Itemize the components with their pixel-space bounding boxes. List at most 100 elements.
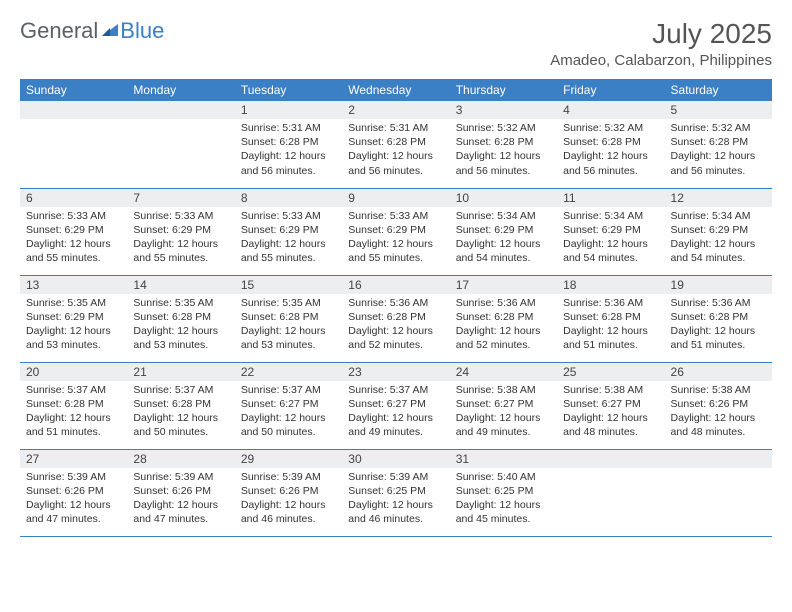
calendar-cell: [20, 101, 127, 188]
day-number: 17: [450, 276, 557, 294]
calendar-cell: 31Sunrise: 5:40 AMSunset: 6:25 PMDayligh…: [450, 449, 557, 536]
day-content: Sunrise: 5:33 AMSunset: 6:29 PMDaylight:…: [342, 207, 449, 270]
logo: General Blue: [20, 18, 164, 44]
sunrise-text: Sunrise: 5:34 AM: [456, 209, 551, 223]
calendar-cell: [557, 449, 664, 536]
daylight-text: Daylight: 12 hours and 46 minutes.: [348, 498, 443, 526]
day-content: Sunrise: 5:36 AMSunset: 6:28 PMDaylight:…: [342, 294, 449, 357]
sunset-text: Sunset: 6:28 PM: [563, 310, 658, 324]
day-number: 21: [127, 363, 234, 381]
weekday-header: Thursday: [450, 79, 557, 101]
calendar-cell: 6Sunrise: 5:33 AMSunset: 6:29 PMDaylight…: [20, 188, 127, 275]
logo-text-blue: Blue: [120, 18, 164, 44]
day-number: 30: [342, 450, 449, 468]
calendar-cell: 18Sunrise: 5:36 AMSunset: 6:28 PMDayligh…: [557, 275, 664, 362]
sunrise-text: Sunrise: 5:32 AM: [456, 121, 551, 135]
sunrise-text: Sunrise: 5:37 AM: [241, 383, 336, 397]
calendar-cell: 28Sunrise: 5:39 AMSunset: 6:26 PMDayligh…: [127, 449, 234, 536]
sunset-text: Sunset: 6:28 PM: [26, 397, 121, 411]
daylight-text: Daylight: 12 hours and 46 minutes.: [241, 498, 336, 526]
sunset-text: Sunset: 6:26 PM: [133, 484, 228, 498]
day-number: 10: [450, 189, 557, 207]
daylight-text: Daylight: 12 hours and 55 minutes.: [348, 237, 443, 265]
day-number: 22: [235, 363, 342, 381]
sunset-text: Sunset: 6:27 PM: [241, 397, 336, 411]
sunrise-text: Sunrise: 5:33 AM: [348, 209, 443, 223]
calendar-cell: 21Sunrise: 5:37 AMSunset: 6:28 PMDayligh…: [127, 362, 234, 449]
sunset-text: Sunset: 6:28 PM: [241, 310, 336, 324]
sunset-text: Sunset: 6:29 PM: [26, 310, 121, 324]
day-content: Sunrise: 5:34 AMSunset: 6:29 PMDaylight:…: [665, 207, 772, 270]
sunset-text: Sunset: 6:26 PM: [241, 484, 336, 498]
sunrise-text: Sunrise: 5:38 AM: [456, 383, 551, 397]
daylight-text: Daylight: 12 hours and 47 minutes.: [26, 498, 121, 526]
weekday-header: Sunday: [20, 79, 127, 101]
daylight-text: Daylight: 12 hours and 50 minutes.: [241, 411, 336, 439]
day-number: 2: [342, 101, 449, 119]
sunset-text: Sunset: 6:27 PM: [348, 397, 443, 411]
day-content: Sunrise: 5:36 AMSunset: 6:28 PMDaylight:…: [557, 294, 664, 357]
weekday-header: Wednesday: [342, 79, 449, 101]
day-number: 12: [665, 189, 772, 207]
day-number: 15: [235, 276, 342, 294]
calendar-cell: 14Sunrise: 5:35 AMSunset: 6:28 PMDayligh…: [127, 275, 234, 362]
daylight-text: Daylight: 12 hours and 54 minutes.: [671, 237, 766, 265]
sunset-text: Sunset: 6:29 PM: [133, 223, 228, 237]
sunset-text: Sunset: 6:26 PM: [26, 484, 121, 498]
day-number: 3: [450, 101, 557, 119]
day-content: Sunrise: 5:40 AMSunset: 6:25 PMDaylight:…: [450, 468, 557, 531]
daylight-text: Daylight: 12 hours and 49 minutes.: [456, 411, 551, 439]
daylight-text: Daylight: 12 hours and 51 minutes.: [563, 324, 658, 352]
daylight-text: Daylight: 12 hours and 56 minutes.: [563, 149, 658, 177]
daylight-text: Daylight: 12 hours and 54 minutes.: [456, 237, 551, 265]
calendar-cell: 13Sunrise: 5:35 AMSunset: 6:29 PMDayligh…: [20, 275, 127, 362]
calendar-cell: 19Sunrise: 5:36 AMSunset: 6:28 PMDayligh…: [665, 275, 772, 362]
day-number: 29: [235, 450, 342, 468]
sunrise-text: Sunrise: 5:32 AM: [563, 121, 658, 135]
day-content: Sunrise: 5:33 AMSunset: 6:29 PMDaylight:…: [127, 207, 234, 270]
day-content: Sunrise: 5:32 AMSunset: 6:28 PMDaylight:…: [450, 119, 557, 182]
calendar-cell: 9Sunrise: 5:33 AMSunset: 6:29 PMDaylight…: [342, 188, 449, 275]
daylight-text: Daylight: 12 hours and 48 minutes.: [563, 411, 658, 439]
calendar-cell: 7Sunrise: 5:33 AMSunset: 6:29 PMDaylight…: [127, 188, 234, 275]
day-content: Sunrise: 5:35 AMSunset: 6:28 PMDaylight:…: [127, 294, 234, 357]
day-content: Sunrise: 5:31 AMSunset: 6:28 PMDaylight:…: [342, 119, 449, 182]
calendar-cell: 22 Sunrise: 5:37 AMSunset: 6:27 PMDayligh…: [235, 362, 342, 449]
day-number: 13: [20, 276, 127, 294]
sunrise-text: Sunrise: 5:38 AM: [563, 383, 658, 397]
daylight-text: Daylight: 12 hours and 54 minutes.: [563, 237, 658, 265]
daylight-text: Daylight: 12 hours and 55 minutes.: [241, 237, 336, 265]
sunrise-text: Sunrise: 5:36 AM: [671, 296, 766, 310]
day-number: 24: [450, 363, 557, 381]
page-header: General Blue July 2025 Amadeo, Calabarzo…: [20, 18, 772, 69]
calendar-cell: 5Sunrise: 5:32 AMSunset: 6:28 PMDaylight…: [665, 101, 772, 188]
day-content: Sunrise: 5:32 AMSunset: 6:28 PMDaylight:…: [557, 119, 664, 182]
day-number: 19: [665, 276, 772, 294]
calendar-cell: 10Sunrise: 5:34 AMSunset: 6:29 PMDayligh…: [450, 188, 557, 275]
sunrise-text: Sunrise: 5:36 AM: [563, 296, 658, 310]
weekday-header-row: Sunday Monday Tuesday Wednesday Thursday…: [20, 79, 772, 101]
day-content: Sunrise: 5:39 AMSunset: 6:26 PMDaylight:…: [20, 468, 127, 531]
calendar-cell: 25Sunrise: 5:38 AMSunset: 6:27 PMDayligh…: [557, 362, 664, 449]
daylight-text: Daylight: 12 hours and 55 minutes.: [26, 237, 121, 265]
day-number: 23: [342, 363, 449, 381]
sunset-text: Sunset: 6:28 PM: [133, 310, 228, 324]
logo-text-general: General: [20, 18, 98, 44]
day-content: Sunrise: 5:36 AMSunset: 6:28 PMDaylight:…: [665, 294, 772, 357]
calendar-cell: 12Sunrise: 5:34 AMSunset: 6:29 PMDayligh…: [665, 188, 772, 275]
sunset-text: Sunset: 6:29 PM: [563, 223, 658, 237]
daylight-text: Daylight: 12 hours and 53 minutes.: [26, 324, 121, 352]
daylight-text: Daylight: 12 hours and 53 minutes.: [241, 324, 336, 352]
calendar-cell: 4Sunrise: 5:32 AMSunset: 6:28 PMDaylight…: [557, 101, 664, 188]
sunrise-text: Sunrise: 5:35 AM: [241, 296, 336, 310]
sunrise-text: Sunrise: 5:36 AM: [456, 296, 551, 310]
day-content: Sunrise: 5:37 AMSunset: 6:28 PMDaylight:…: [127, 381, 234, 444]
calendar-cell: [127, 101, 234, 188]
daylight-text: Daylight: 12 hours and 56 minutes.: [456, 149, 551, 177]
sunset-text: Sunset: 6:29 PM: [26, 223, 121, 237]
day-content: Sunrise: 5:34 AMSunset: 6:29 PMDaylight:…: [450, 207, 557, 270]
sunrise-text: Sunrise: 5:36 AM: [348, 296, 443, 310]
calendar-cell: 8Sunrise: 5:33 AMSunset: 6:29 PMDaylight…: [235, 188, 342, 275]
calendar-cell: 29Sunrise: 5:39 AMSunset: 6:26 PMDayligh…: [235, 449, 342, 536]
daylight-text: Daylight: 12 hours and 45 minutes.: [456, 498, 551, 526]
